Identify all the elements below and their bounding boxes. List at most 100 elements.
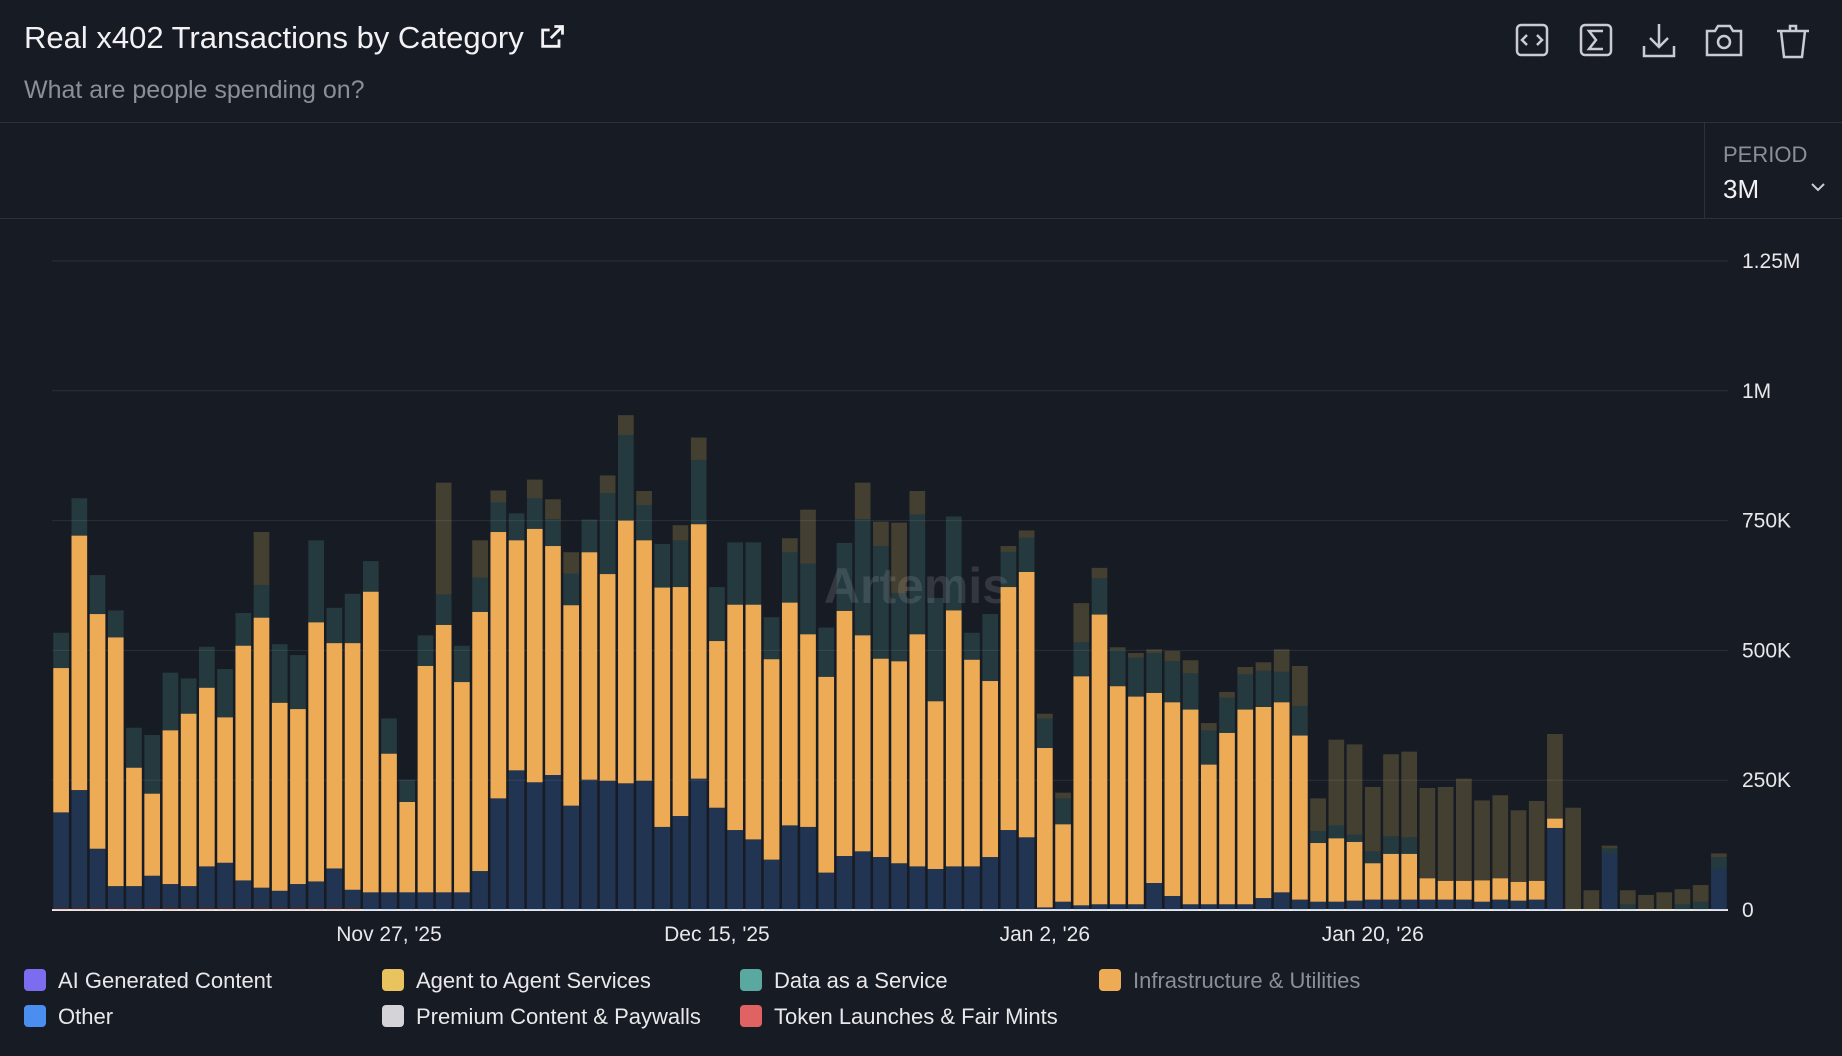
bar-segment [1674, 889, 1691, 905]
bar-segment [781, 552, 798, 603]
bar-segment [526, 528, 543, 783]
legend-swatch [382, 969, 404, 991]
bar-segment [1219, 904, 1235, 910]
bar-segment [144, 875, 161, 908]
chart-title: Real x402 Transactions by Category [24, 20, 566, 56]
x-tick-label: Nov 27, '25 [336, 923, 442, 946]
bar-segment [199, 866, 215, 908]
bar-segment [89, 907, 106, 910]
bar-segment [745, 839, 762, 910]
bar-segment [1200, 723, 1217, 731]
bar-segment [290, 655, 306, 710]
legend-item[interactable]: Infrastructure & Utilities [1099, 968, 1360, 993]
legend-swatch [24, 969, 46, 991]
bar-segment [1000, 551, 1017, 588]
bar-segment [927, 597, 944, 702]
bar-segment [1037, 748, 1053, 908]
bar-segment [1401, 837, 1418, 854]
bar-segment [217, 717, 233, 863]
bar-segment [1000, 587, 1017, 831]
bar-segment [1164, 650, 1181, 662]
bar-segment [654, 587, 671, 827]
bar-segment [1656, 892, 1673, 910]
bar-segment [763, 659, 780, 860]
bar-segment [1182, 709, 1199, 905]
legend-item[interactable]: Token Launches & Fair Mints [740, 1004, 1058, 1029]
bar-segment [654, 543, 671, 588]
legend-item[interactable]: Agent to Agent Services [382, 968, 651, 993]
bar-segment [253, 584, 270, 618]
legend-item[interactable]: Premium Content & Paywalls [382, 1004, 701, 1029]
bar-segment [927, 701, 944, 869]
bar-segment [526, 498, 543, 529]
bar-segment [1328, 825, 1345, 839]
bar-segment [1364, 786, 1381, 852]
bar-segment [1200, 904, 1217, 910]
bar-segment [618, 783, 634, 910]
bar-segment [836, 856, 853, 910]
bar-segment [1237, 709, 1254, 905]
bar-segment [235, 645, 252, 881]
bar-segment [1037, 907, 1053, 910]
external-link-icon[interactable] [538, 23, 566, 51]
bar-segment [873, 857, 889, 910]
sum-icon[interactable] [1579, 23, 1613, 57]
bar-segment [982, 857, 999, 910]
bar-segment [326, 607, 343, 644]
download-icon[interactable] [1642, 24, 1676, 58]
bar-segment [1437, 786, 1454, 881]
bar-segment [1219, 691, 1235, 698]
period-value[interactable]: 3M [1723, 174, 1760, 204]
chart-subtitle: What are people spending on? [24, 76, 365, 104]
bar-segment [1474, 880, 1490, 902]
bar-segment [1619, 904, 1636, 910]
bar-segment [1528, 899, 1545, 910]
bar-segment [1273, 649, 1290, 672]
legend-item[interactable]: Data as a Service [740, 968, 948, 993]
legend-item[interactable]: Other [24, 1004, 113, 1029]
legend-item[interactable]: AI Generated Content [24, 968, 272, 993]
bar-segment [89, 614, 106, 849]
y-tick-label: 1.25M [1742, 250, 1800, 273]
bar-segment [1037, 713, 1053, 719]
bar-segment [891, 593, 907, 662]
bar-segment [927, 868, 944, 910]
legend-swatch [740, 1005, 762, 1027]
bar-segment [107, 637, 124, 887]
bar-segment [162, 884, 179, 908]
bar-segment [180, 713, 197, 887]
delete-icon[interactable] [1777, 24, 1809, 59]
watermark: Artemis [824, 558, 1010, 614]
bar-segment [235, 880, 252, 908]
bar-segment [1346, 744, 1363, 835]
bar-segment [1528, 800, 1545, 881]
bar-segment [873, 658, 889, 858]
y-tick-label: 500K [1742, 639, 1791, 662]
camera-icon[interactable] [1705, 24, 1743, 57]
bar-segment [781, 538, 798, 553]
bar-segment [709, 641, 725, 808]
bar-segment [1437, 880, 1454, 900]
chevron[interactable] [1809, 180, 1827, 194]
bar-segment [1091, 904, 1108, 910]
bar-segment [1109, 649, 1126, 687]
period-select[interactable]: PERIOD 3M [1704, 122, 1842, 218]
bar-segment [1328, 838, 1345, 902]
bar-segment [53, 632, 69, 669]
bar-segment [763, 859, 780, 910]
bar-segment [891, 863, 907, 910]
bar-segment [599, 475, 616, 494]
embed-icon[interactable] [1515, 23, 1549, 57]
bar-segment [690, 437, 707, 460]
bar-segment [1328, 901, 1345, 910]
bar-segment [909, 514, 926, 635]
bar-segment [781, 602, 798, 826]
bar-segment [1711, 853, 1727, 858]
bar-segment [326, 868, 343, 908]
bar-segment [454, 682, 470, 893]
bar-segment [1510, 810, 1527, 882]
y-tick-label: 1M [1742, 380, 1771, 403]
x-tick-label: Jan 2, '26 [1000, 923, 1090, 946]
bar-segment [1018, 837, 1035, 910]
bar-segment [308, 881, 324, 908]
